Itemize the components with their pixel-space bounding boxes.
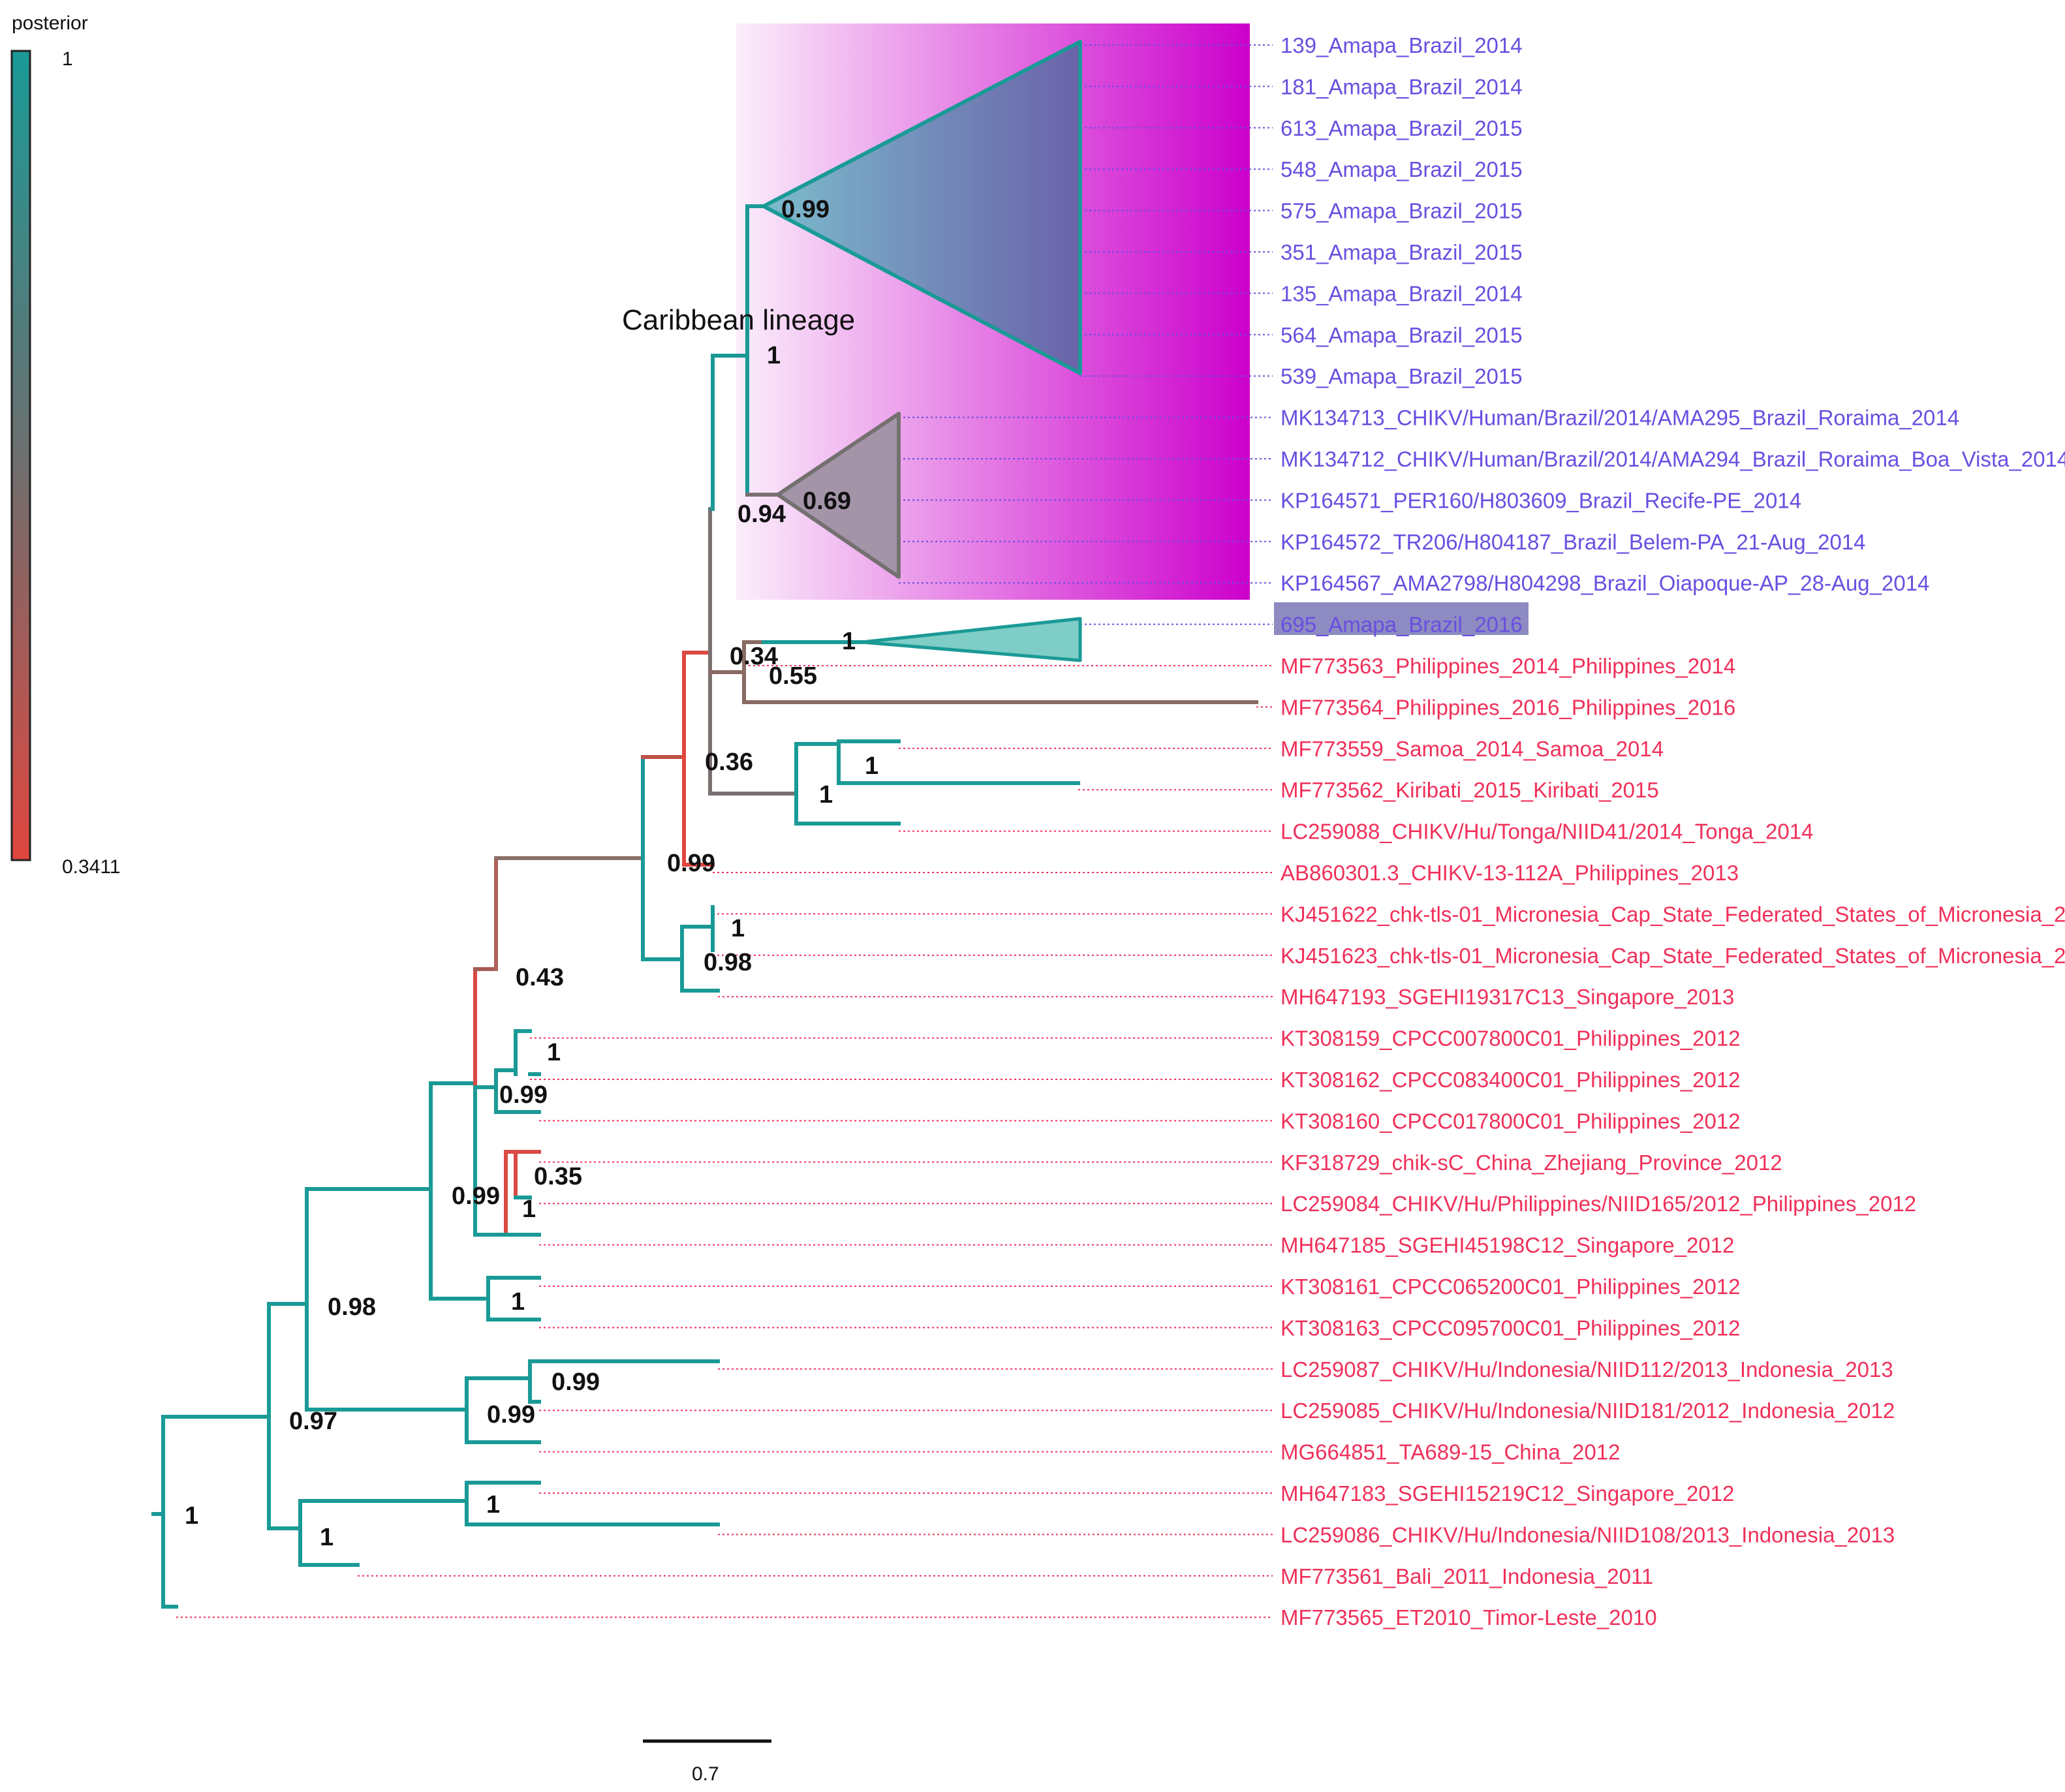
- node-label: 1: [522, 1196, 536, 1223]
- tip-labels: 139_Amapa_Brazil_2014 181_Amapa_Brazil_20…: [1281, 33, 2065, 1630]
- node-label: 0.69: [803, 487, 851, 515]
- tip-label: MF773563_Philippines_2014_Philippines_20…: [1281, 654, 1735, 678]
- node-label: 0.97: [289, 1408, 337, 1435]
- tip-label: 613_Amapa_Brazil_2015: [1281, 116, 1523, 140]
- tip-label: AB860301.3_CHIKV-13-112A_Philippines_201…: [1281, 861, 1739, 885]
- tip-label: KP164572_TR206/H804187_Brazil_Belem-PA_2…: [1281, 530, 1866, 554]
- tip-label: MK134712_CHIKV/Human/Brazil/2014/AMA294_…: [1281, 447, 2065, 471]
- tip-label: LC259085_CHIKV/Hu/Indonesia/NIID181/2012…: [1281, 1398, 1895, 1423]
- scale-bar-label: 0.7: [692, 1763, 719, 1785]
- legend-title: posterior: [12, 12, 88, 34]
- tip-label: MH647183_SGEHI15219C12_Singapore_2012: [1281, 1481, 1734, 1506]
- node-label: 1: [842, 628, 856, 655]
- node-label: 0.99: [452, 1182, 500, 1210]
- node-label: 1: [819, 781, 833, 809]
- tip-label: 139_Amapa_Brazil_2014: [1281, 33, 1523, 57]
- node-label: 1: [511, 1288, 525, 1316]
- node-label: 1: [767, 342, 781, 369]
- tip-label: KT308161_CPCC065200C01_Philippines_2012: [1281, 1274, 1741, 1299]
- tip-label: KT308159_CPCC007800C01_Philippines_2012: [1281, 1027, 1741, 1051]
- node-label: 0.34: [730, 643, 778, 670]
- node-label: 0.98: [704, 949, 752, 976]
- branches: [151, 204, 1258, 1609]
- tip-label: LC259088_CHIKV/Hu/Tonga/NIID41/2014_Tong…: [1281, 820, 1813, 844]
- tip-label: LC259086_CHIKV/Hu/Indonesia/NIID108/2013…: [1281, 1522, 1895, 1547]
- tip-guide-lines: [176, 44, 1273, 1618]
- collapsed-clade-amapa: [762, 40, 1082, 375]
- tip-label: 548_Amapa_Brazil_2015: [1281, 157, 1523, 181]
- node-label: 0.99: [551, 1368, 600, 1396]
- tip-label: KP164571_PER160/H803609_Brazil_Recife-PE…: [1281, 488, 1801, 512]
- tip-label: LC259084_CHIKV/Hu/Philippines/NIID165/20…: [1281, 1192, 1916, 1216]
- tip-label: MF773559_Samoa_2014_Samoa_2014: [1281, 737, 1664, 761]
- node-label: 0.55: [769, 662, 817, 690]
- legend-max-label: 1: [62, 48, 73, 70]
- tip-label: MG664851_TA689-15_China_2012: [1281, 1440, 1620, 1464]
- tip-label: KT308160_CPCC017800C01_Philippines_2012: [1281, 1109, 1741, 1133]
- tip-label: 564_Amapa_Brazil_2015: [1281, 323, 1523, 347]
- tip-label: 695_Amapa_Brazil_2016: [1281, 613, 1523, 637]
- tip-label: 351_Amapa_Brazil_2015: [1281, 240, 1523, 264]
- node-label: 0.43: [516, 964, 564, 991]
- node-label: 1: [486, 1491, 500, 1519]
- tip-label: 539_Amapa_Brazil_2015: [1281, 364, 1523, 388]
- tip-label: MH647185_SGEHI45198C12_Singapore_2012: [1281, 1233, 1734, 1258]
- tip-label: MF773565_ET2010_Timor-Leste_2010: [1281, 1605, 1657, 1630]
- tip-label: KT308162_CPCC083400C01_Philippines_2012: [1281, 1068, 1741, 1092]
- node-label: 0.98: [328, 1293, 376, 1321]
- node-label: 1: [547, 1039, 561, 1066]
- node-label: 1: [320, 1524, 334, 1551]
- node-support-labels: 0.99 1 0.94 0.69 1 0.34 0.55 0.36 1 1 0.…: [185, 196, 878, 1551]
- tip-label: MF773562_Kiribati_2015_Kiribati_2015: [1281, 778, 1659, 802]
- legend-min-label: 0.3411: [62, 856, 121, 878]
- tip-label: 181_Amapa_Brazil_2014: [1281, 74, 1523, 99]
- tip-label: KF318729_chik-sC_China_Zhejiang_Province…: [1281, 1151, 1782, 1175]
- tip-label: KT308163_CPCC095700C01_Philippines_2012: [1281, 1316, 1741, 1340]
- tip-label: 575_Amapa_Brazil_2015: [1281, 199, 1523, 223]
- tip-label: LC259087_CHIKV/Hu/Indonesia/NIID112/2013…: [1281, 1357, 1893, 1382]
- node-label: 1: [185, 1502, 198, 1530]
- collapsed-clade-amapa-2016: [860, 617, 1082, 662]
- selected-tip-highlight: [1274, 602, 1529, 635]
- node-label: 0.99: [781, 196, 830, 223]
- tip-label: KP164567_AMA2798/H804298_Brazil_Oiapoque…: [1281, 571, 1929, 595]
- tip-label: MF773564_Philippines_2016_Philippines_20…: [1281, 695, 1735, 719]
- node-label: 0.99: [499, 1081, 548, 1109]
- node-label: 0.99: [667, 850, 715, 877]
- tip-label: KJ451623_chk-tls-01_Micronesia_Cap_State…: [1281, 944, 2065, 968]
- collapsed-clade-brazil-genbank: [776, 412, 901, 579]
- node-label: 0.99: [487, 1401, 535, 1429]
- node-label: 1: [731, 915, 745, 942]
- tip-label: 135_Amapa_Brazil_2014: [1281, 281, 1523, 305]
- node-label: 0.94: [738, 501, 786, 528]
- node-label: 1: [865, 752, 878, 780]
- node-label: 0.36: [705, 749, 753, 776]
- tip-label: MF773561_Bali_2011_Indonesia_2011: [1281, 1564, 1653, 1588]
- caribbean-lineage-label: Caribbean lineage: [622, 304, 855, 336]
- tip-label: MH647193_SGEHI19317C13_Singapore_2013: [1281, 985, 1734, 1009]
- legend-color-bar: [10, 50, 31, 861]
- tip-label: MK134713_CHIKV/Human/Brazil/2014/AMA295_…: [1281, 406, 1959, 430]
- node-label: 0.35: [534, 1163, 582, 1190]
- tip-label: KJ451622_chk-tls-01_Micronesia_Cap_State…: [1281, 902, 2065, 926]
